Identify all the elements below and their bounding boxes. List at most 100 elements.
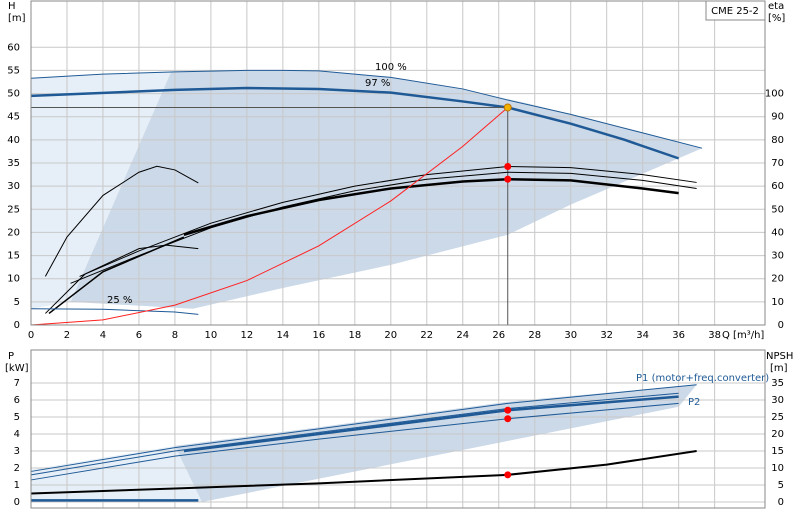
- duty-point: [504, 406, 512, 414]
- y2-tick-label: 10: [771, 463, 784, 474]
- y-tick-label: 0: [14, 497, 20, 508]
- duty-point: [504, 162, 512, 170]
- y-tick-label: 0: [14, 320, 20, 331]
- y-unit: [m]: [8, 13, 26, 24]
- x-tick-label: 30: [564, 330, 577, 341]
- y2-tick-label: 35: [771, 378, 784, 389]
- y2-tick-label: 90: [771, 112, 784, 123]
- curve: [44, 165, 199, 277]
- x-tick-label: 4: [100, 330, 106, 341]
- y2-label: NPSH: [766, 351, 793, 362]
- y-tick-label: 40: [7, 135, 20, 146]
- y2-tick-label: 40: [771, 227, 784, 238]
- y2-label: eta: [768, 1, 784, 12]
- y2-tick-label: 25: [771, 412, 784, 423]
- y-tick-label: 1: [14, 480, 20, 491]
- x-tick-label: 10: [205, 330, 218, 341]
- y-tick-label: 6: [14, 395, 20, 406]
- y-tick-label: 60: [7, 42, 20, 53]
- y-tick-label: 45: [7, 112, 20, 123]
- y-tick-label: 35: [7, 158, 20, 169]
- x-tick-label: 8: [172, 330, 178, 341]
- y-tick-label: 25: [7, 204, 20, 215]
- x-tick-label: 26: [492, 330, 505, 341]
- title-box: [705, 0, 766, 21]
- y2-tick-label: 30: [771, 251, 784, 262]
- y2-tick-label: 50: [771, 204, 784, 215]
- y-tick-label: 5: [14, 412, 20, 423]
- panel: 0510152025303540455055600102030405060708…: [7, 0, 784, 341]
- x-tick-label: 6: [136, 330, 142, 341]
- y2-tick-label: 100: [765, 89, 784, 100]
- duty-point: [504, 415, 512, 423]
- y-tick-label: 5: [14, 297, 20, 308]
- y-tick-label: 2: [14, 463, 20, 474]
- y2-tick-label: 10: [771, 297, 784, 308]
- y-tick-label: 50: [7, 89, 20, 100]
- curve: [30, 69, 703, 149]
- x-tick-label: 16: [312, 330, 325, 341]
- curve: [30, 384, 697, 472]
- y-tick-label: 30: [7, 181, 20, 192]
- y-tick-label: 4: [14, 429, 20, 440]
- curve: [45, 244, 199, 314]
- y2-tick-label: 20: [771, 274, 784, 285]
- y-tick-label: 55: [7, 65, 20, 76]
- annotation: 100 %: [375, 62, 407, 73]
- duty-point: [504, 175, 512, 183]
- curve: [79, 165, 697, 277]
- annotation: 97 %: [365, 78, 390, 89]
- curve: [30, 107, 509, 326]
- curve: [30, 308, 199, 315]
- duty-point: [504, 471, 512, 479]
- y2-tick-label: 30: [771, 395, 784, 406]
- y2-unit: [%]: [768, 13, 785, 24]
- y2-tick-label: 5: [778, 480, 784, 491]
- x-label: Q [m³/h]: [722, 330, 764, 341]
- plot-frame: [30, 349, 766, 509]
- annotation: 25 %: [107, 295, 132, 306]
- y2-tick-label: 80: [771, 135, 784, 146]
- y2-tick-label: 60: [771, 181, 784, 192]
- x-tick-label: 20: [384, 330, 397, 341]
- curve: [30, 392, 679, 476]
- y-label: H: [8, 1, 16, 12]
- curve: [30, 450, 697, 495]
- y2-tick-label: 15: [771, 446, 784, 457]
- x-tick-label: 38: [708, 330, 721, 341]
- x-tick-label: 28: [528, 330, 541, 341]
- y-tick-label: 20: [7, 227, 20, 238]
- y2-tick-label: 0: [778, 320, 784, 331]
- y2-tick-label: 70: [771, 158, 784, 169]
- curve: [48, 236, 185, 315]
- annotation: P1 (motor+freq.converter): [636, 373, 769, 384]
- x-tick-label: 18: [348, 330, 361, 341]
- y-tick-label: 10: [7, 274, 20, 285]
- curve: [183, 395, 679, 453]
- operating-region: [31, 71, 172, 309]
- operating-region: [174, 384, 697, 503]
- y-tick-label: 7: [14, 378, 20, 389]
- curve: [183, 177, 679, 236]
- y-unit: [kW]: [5, 363, 29, 374]
- y2-tick-label: 0: [778, 497, 784, 508]
- curve: [30, 402, 679, 481]
- x-tick-label: 34: [636, 330, 649, 341]
- y-tick-label: 15: [7, 251, 20, 262]
- y2-unit: [m]: [770, 363, 788, 374]
- plot-frame: [30, 0, 766, 326]
- x-tick-label: 12: [241, 330, 254, 341]
- x-tick-label: 22: [420, 330, 433, 341]
- x-tick-label: 0: [28, 330, 34, 341]
- chart-title: CME 25-2: [711, 6, 759, 17]
- x-tick-label: 36: [672, 330, 685, 341]
- x-tick-label: 32: [600, 330, 613, 341]
- duty-point: [503, 103, 512, 112]
- y-tick-label: 3: [14, 446, 20, 457]
- curve: [30, 86, 680, 160]
- annotation: P2: [688, 397, 700, 408]
- x-tick-label: 14: [276, 330, 289, 341]
- y-label: P: [8, 351, 14, 362]
